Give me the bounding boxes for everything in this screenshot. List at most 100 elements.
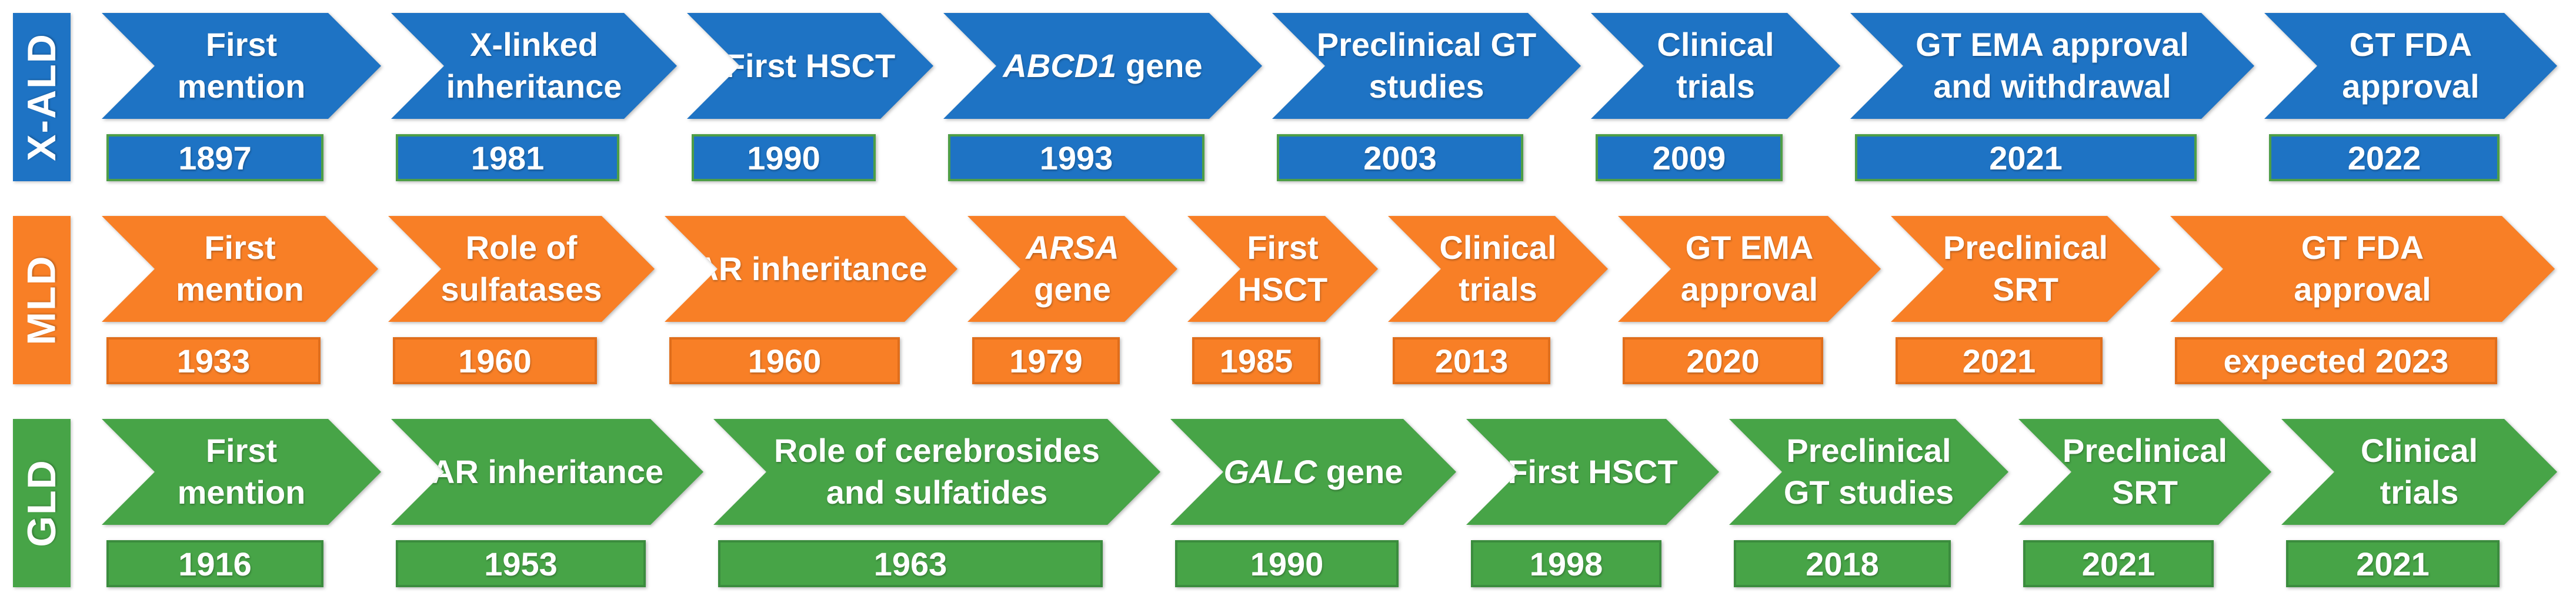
milestone-item: First mention 1916 bbox=[102, 419, 381, 587]
label-text: Preclinical bbox=[1943, 229, 2108, 267]
milestone-label-line: approval bbox=[1681, 269, 1818, 311]
milestone-arrow: Preclinical GT studies bbox=[1729, 419, 2008, 525]
label-text: First bbox=[1247, 229, 1319, 267]
year-box: 2020 bbox=[1623, 337, 1823, 384]
milestone-item: AR inheritance 1953 bbox=[391, 419, 703, 587]
milestone-item: Preclinical GT studies 2018 bbox=[1729, 419, 2008, 587]
milestone-label-line: Preclinical GT bbox=[1317, 24, 1537, 66]
year-box: expected 2023 bbox=[2175, 337, 2497, 384]
year-label: 2009 bbox=[1652, 139, 1726, 177]
milestone-arrow: Role of cerebrosides and sulfatides bbox=[713, 419, 1160, 525]
year-label: 2003 bbox=[1363, 139, 1437, 177]
milestone-label-line: HSCT bbox=[1238, 269, 1327, 311]
milestone-label-line: GT FDA bbox=[2350, 24, 2472, 66]
milestone-label-line: trials bbox=[2380, 472, 2459, 514]
label-text: Preclinical bbox=[1786, 432, 1951, 470]
row-label-box: GLD bbox=[13, 419, 71, 587]
row-label-text: X-ALD bbox=[19, 33, 65, 161]
year-box: 2021 bbox=[2286, 540, 2500, 587]
milestone-item: X-linked inheritance 1981 bbox=[391, 13, 677, 181]
label-text: gene bbox=[1116, 46, 1203, 84]
milestone-label-line: ABCD1 gene bbox=[1003, 45, 1202, 87]
milestone-arrow: First mention bbox=[102, 13, 381, 119]
label-text: AR inheritance bbox=[431, 452, 664, 490]
label-text: Role of cerebrosides bbox=[774, 432, 1100, 470]
milestone-label-line: and sulfatides bbox=[826, 472, 1048, 514]
milestone-label-line: GT FDA bbox=[2301, 227, 2424, 269]
year-box: 2013 bbox=[1393, 337, 1550, 384]
label-text: X-linked bbox=[470, 26, 598, 64]
label-text: GT FDA bbox=[2301, 229, 2424, 267]
year-box: 2021 bbox=[1896, 337, 2103, 384]
label-text: mention bbox=[177, 474, 306, 511]
year-box: 2021 bbox=[1855, 134, 2197, 181]
year-box: 1933 bbox=[106, 337, 321, 384]
label-text: gene bbox=[1317, 452, 1403, 490]
label-text: Clinical bbox=[1439, 229, 1557, 267]
row-label-box: X-ALD bbox=[13, 13, 71, 181]
label-text: GT EMA bbox=[1685, 229, 1814, 267]
gene-name: ABCD1 bbox=[1003, 46, 1117, 84]
milestone-item: GALC gene 1990 bbox=[1170, 419, 1456, 587]
milestone-label-line: Clinical bbox=[1657, 24, 1774, 66]
milestone-item: Preclinical GT studies 2003 bbox=[1272, 13, 1581, 181]
milestone-label-line: sulfatases bbox=[441, 269, 602, 311]
year-box: 1990 bbox=[692, 134, 876, 181]
milestone-label-line: SRT bbox=[1993, 269, 2058, 311]
milestone-label-line: mention bbox=[178, 472, 306, 514]
label-text: sulfatases bbox=[441, 271, 602, 308]
milestone-arrow: GT EMA approval and withdrawal bbox=[1850, 13, 2254, 119]
milestone-arrow: First HSCT bbox=[1187, 216, 1378, 322]
milestone-arrow: GT EMA approval bbox=[1618, 216, 1881, 322]
milestone-label-line: GT studies bbox=[1784, 472, 1954, 514]
milestone-label-line: and withdrawal bbox=[1933, 66, 2171, 108]
milestone-label-line: First HSCT bbox=[725, 45, 895, 87]
label-text: First bbox=[204, 229, 276, 267]
milestone-item: ARSA gene 1979 bbox=[967, 216, 1177, 384]
year-label: 1933 bbox=[176, 342, 251, 380]
milestone-arrow: AR inheritance bbox=[665, 216, 957, 322]
milestone-label-line: gene bbox=[1034, 269, 1111, 311]
milestone-label-line: Clinical bbox=[1439, 227, 1556, 269]
label-text: trials bbox=[2380, 474, 2459, 511]
milestone-label-line: GALC gene bbox=[1224, 451, 1403, 493]
milestone-label-line: trials bbox=[1676, 66, 1755, 108]
milestone-item: Clinical trials 2009 bbox=[1591, 13, 1840, 181]
label-text: and withdrawal bbox=[1933, 68, 2171, 105]
year-box: 2009 bbox=[1596, 134, 1783, 181]
year-box: 1897 bbox=[106, 134, 323, 181]
year-box: 2021 bbox=[2023, 540, 2214, 587]
year-label: 2021 bbox=[1989, 139, 2063, 177]
milestone-item: First HSCT 1985 bbox=[1187, 216, 1378, 384]
milestone-label-line: trials bbox=[1459, 269, 1537, 311]
milestone-item: Role of sulfatases 1960 bbox=[388, 216, 655, 384]
milestone-track: First mention 1916 AR inheritance 1953 Role o… bbox=[102, 419, 2557, 587]
milestone-track: First mention 1933 Role of sulfatases 1960 AR … bbox=[102, 216, 2555, 384]
year-label: 1916 bbox=[178, 545, 252, 583]
label-text: SRT bbox=[2112, 474, 2178, 511]
milestone-label-line: mention bbox=[176, 269, 304, 311]
milestone-label-line: approval bbox=[2294, 269, 2431, 311]
year-label: 2021 bbox=[2356, 545, 2430, 583]
year-box: 1981 bbox=[396, 134, 619, 181]
year-box: 1998 bbox=[1471, 540, 1661, 587]
year-box: 2018 bbox=[1734, 540, 1951, 587]
milestone-label-line: First bbox=[204, 227, 275, 269]
milestone-arrow: GT FDA approval bbox=[2170, 216, 2555, 322]
year-label: 1963 bbox=[873, 545, 947, 583]
label-text: Clinical bbox=[2360, 432, 2478, 470]
milestone-item: Clinical trials 2021 bbox=[2281, 419, 2557, 587]
milestone-label-line: Role of cerebrosides bbox=[774, 430, 1100, 472]
year-label: 1981 bbox=[471, 139, 545, 177]
year-box: 1960 bbox=[393, 337, 597, 384]
milestone-arrow: GT FDA approval bbox=[2264, 13, 2557, 119]
year-label: 1960 bbox=[748, 342, 822, 380]
label-text: First HSCT bbox=[1507, 452, 1678, 490]
milestone-item: ABCD1 gene 1993 bbox=[943, 13, 1262, 181]
milestone-label-line: First bbox=[206, 430, 277, 472]
row-label-text: GLD bbox=[19, 459, 65, 547]
year-label: 1998 bbox=[1529, 545, 1603, 583]
year-box: 1916 bbox=[106, 540, 323, 587]
milestone-item: First mention 1933 bbox=[102, 216, 378, 384]
